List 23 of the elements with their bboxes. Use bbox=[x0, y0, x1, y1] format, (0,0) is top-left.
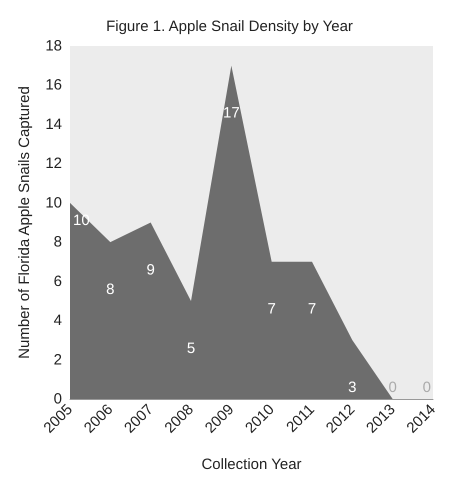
data-label: 17 bbox=[222, 104, 240, 122]
y-tick-label: 4 bbox=[54, 312, 62, 330]
y-tick-label: 18 bbox=[45, 38, 62, 54]
x-axis-title: Collection Year bbox=[201, 456, 302, 473]
y-axis-title: Number of Florida Apple Snails Captured bbox=[16, 86, 33, 359]
y-tick-label: 14 bbox=[45, 116, 62, 133]
data-label: 9 bbox=[146, 262, 155, 278]
data-label: 3 bbox=[348, 379, 357, 396]
data-label: 5 bbox=[186, 340, 196, 357]
data-label: 0 bbox=[388, 379, 397, 396]
y-tick-label: 12 bbox=[45, 155, 62, 172]
y-tick-label: 2 bbox=[54, 351, 62, 368]
data-label: 7 bbox=[267, 300, 276, 318]
y-tick-label: 10 bbox=[45, 194, 62, 212]
y-tick-label: 6 bbox=[54, 272, 62, 290]
y-tick-label: 0 bbox=[54, 390, 62, 408]
y-tick-label: 8 bbox=[54, 234, 62, 251]
data-label: 7 bbox=[308, 300, 316, 318]
chart-title: Figure 1. Apple Snail Density by Year bbox=[106, 18, 353, 35]
data-label: 10 bbox=[73, 212, 90, 229]
y-tick-label: 16 bbox=[45, 76, 62, 94]
data-label: 8 bbox=[106, 281, 115, 298]
data-label: 0 bbox=[422, 379, 431, 396]
